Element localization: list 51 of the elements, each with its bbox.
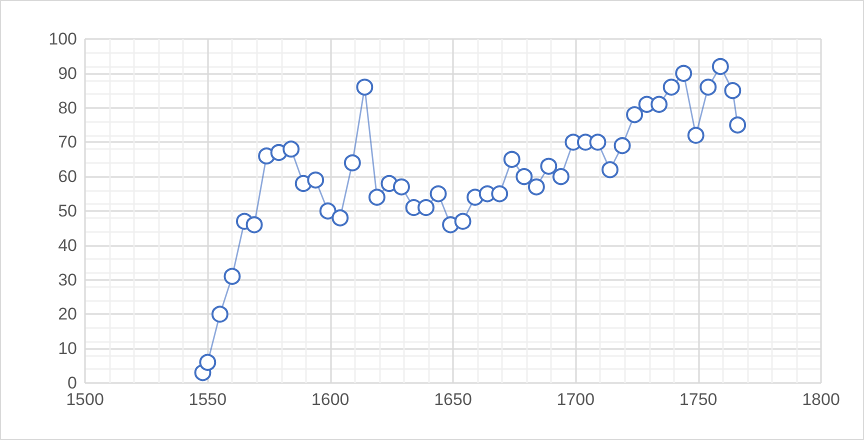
point: [454, 212, 472, 230]
point: [687, 126, 704, 144]
x-tick-label: 1650: [434, 390, 472, 409]
y-tick-label: 20: [58, 304, 77, 324]
x-tick-label: 1600: [311, 390, 350, 409]
y-tick-label: 100: [48, 30, 77, 48]
x-tick-label: 1750: [679, 390, 718, 409]
point: [211, 306, 228, 323]
point: [614, 137, 631, 154]
point: [224, 268, 241, 285]
point: [724, 82, 742, 100]
point: [332, 209, 349, 226]
x-tick-label: 1550: [188, 390, 227, 409]
point: [503, 150, 520, 168]
y-tick-label: 80: [58, 98, 77, 118]
y-tick-label: 90: [58, 64, 77, 83]
point: [368, 188, 386, 206]
point: [344, 154, 361, 172]
point: [528, 178, 545, 196]
y-tick-label: 30: [58, 270, 77, 290]
point: [662, 78, 680, 96]
y-tick-label: 40: [58, 236, 77, 255]
x-tick-label: 1500: [66, 390, 104, 409]
x-tick-label: 1700: [556, 390, 595, 409]
point: [199, 354, 216, 371]
point: [540, 158, 558, 175]
point: [675, 64, 692, 82]
point: [516, 168, 533, 186]
point: [712, 58, 729, 76]
point: [602, 161, 619, 178]
point: [589, 134, 606, 151]
point: [491, 185, 508, 202]
point: [418, 199, 435, 216]
point: [246, 216, 263, 234]
point: [319, 202, 336, 220]
y-tick-label: 60: [58, 167, 77, 186]
y-tick-label: 70: [58, 132, 77, 152]
y-tick-label: 50: [58, 202, 77, 220]
point: [552, 168, 570, 186]
y-tick-label: 10: [58, 339, 77, 358]
point: [430, 185, 447, 202]
point: [307, 172, 324, 189]
point: [729, 116, 746, 134]
x-tick-label: 1800: [802, 390, 840, 409]
y-tick-label: 0: [68, 374, 77, 392]
point: [626, 106, 644, 124]
point: [650, 96, 668, 113]
point: [392, 178, 410, 196]
point: [282, 140, 300, 158]
point: [356, 78, 374, 96]
point: [700, 78, 717, 96]
